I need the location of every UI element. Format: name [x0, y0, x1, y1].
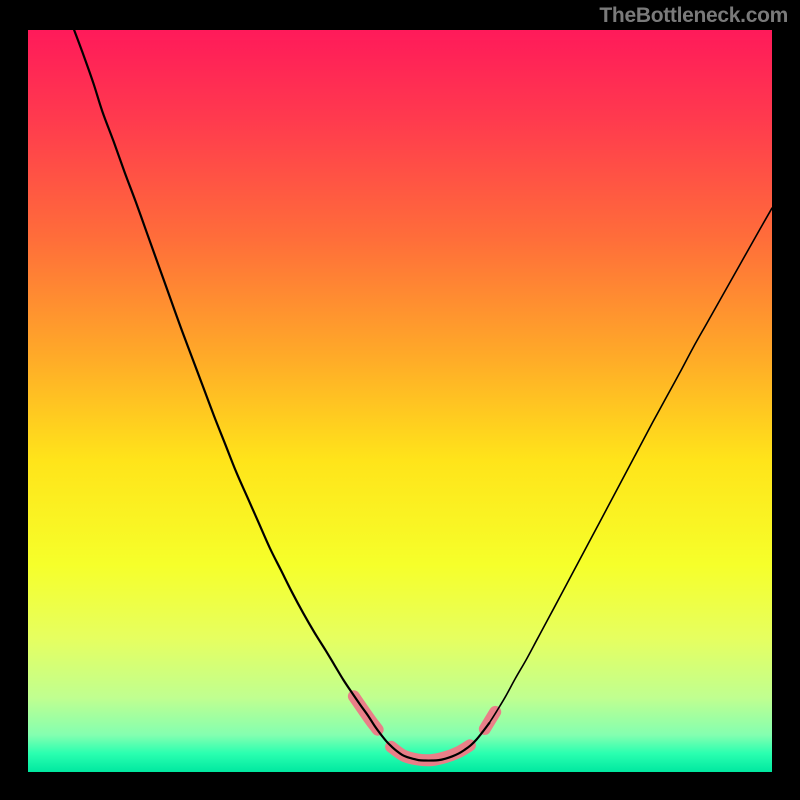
- chart-svg: [28, 30, 772, 772]
- chart-frame: TheBottleneck.com: [0, 0, 800, 800]
- watermark-text: TheBottleneck.com: [599, 4, 788, 28]
- chart-background: [28, 30, 772, 772]
- bottleneck-chart: [28, 30, 772, 772]
